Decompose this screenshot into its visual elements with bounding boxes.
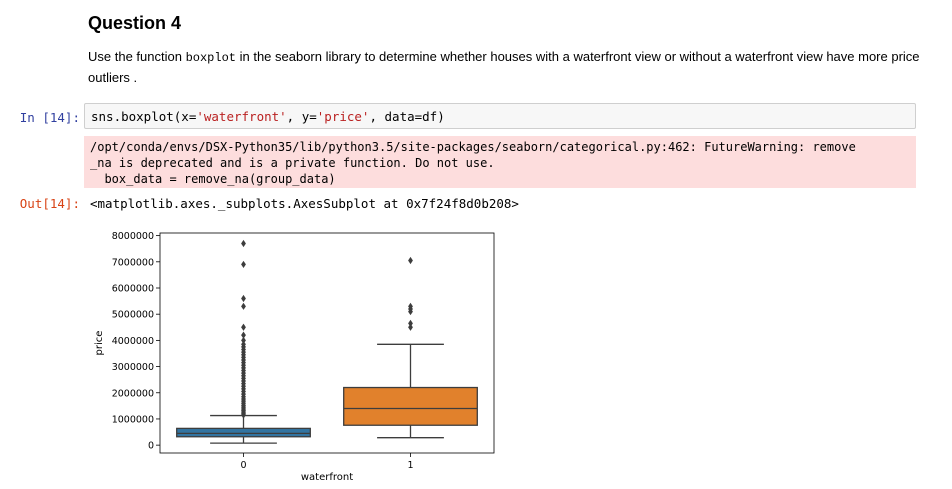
y-tick-label: 1000000 [112,414,154,425]
outlier-point [241,323,246,331]
output-text: <matplotlib.axes._subplots.AxesSubplot a… [90,196,519,211]
outlier-point [408,323,413,331]
outlier-point [241,239,246,248]
outlier-point [241,294,246,303]
y-axis-label: price [94,331,105,356]
y-tick-label: 4000000 [112,336,154,347]
x-tick-label: 0 [240,460,246,471]
question-text-before: Use the function [88,49,186,64]
outlier-point [241,302,246,310]
y-tick-label: 6000000 [112,284,154,295]
question-text: Use the function boxplot in the seaborn … [88,47,928,87]
output-prompt: Out[14]: [19,196,80,211]
input-prompt: In [14]: [19,110,80,125]
code-input-area[interactable]: sns.boxplot(x='waterfront', y='price', d… [84,103,916,129]
outlier-point [241,336,246,344]
axes-frame [159,232,495,454]
x-axis-label: waterfront [301,472,353,483]
code-token: 'price' [316,109,370,124]
y-tick-label: 2000000 [112,388,154,399]
y-tick-label: 0 [148,441,154,452]
boxplot-chart: 0 1000000 2000000 3000000 4000000 5000000 6000… [94,231,495,483]
box-body [176,427,311,438]
stderr-line: _na is deprecated and is a private funct… [90,156,495,170]
outlier-point [408,319,413,327]
y-tick-label: 7000000 [112,257,154,268]
stderr-line: box_data = remove_na(group_data) [90,172,336,186]
stderr-line: /opt/conda/envs/DSX-Python35/lib/python3… [90,140,856,154]
x-tick-label: 1 [407,460,413,471]
markdown-cell: Question 4 Use the function boxplot in t… [88,10,928,87]
stderr-output: /opt/conda/envs/DSX-Python35/lib/python3… [84,136,916,188]
box-body [343,386,478,426]
code-token: , y= [286,109,317,124]
question-heading: Question 4 [88,13,182,33]
code-token: , data=df) [369,109,445,124]
code-token: sns.boxplot(x= [91,109,197,124]
boxplot-figure: 0 1000000 2000000 3000000 4000000 5000000 6000… [84,226,504,489]
outlier-point [241,331,246,339]
y-tick-label: 5000000 [112,310,154,321]
y-tick-label: 8000000 [112,231,154,242]
y-tick-label: 3000000 [112,362,154,373]
inline-code: boxplot [185,51,236,65]
outlier-point [408,302,413,310]
outlier-point [408,256,413,265]
outlier-point [241,260,246,269]
code-token: 'waterfront' [196,109,287,124]
question-text-after: in the seaborn library to determine whet… [88,49,920,85]
